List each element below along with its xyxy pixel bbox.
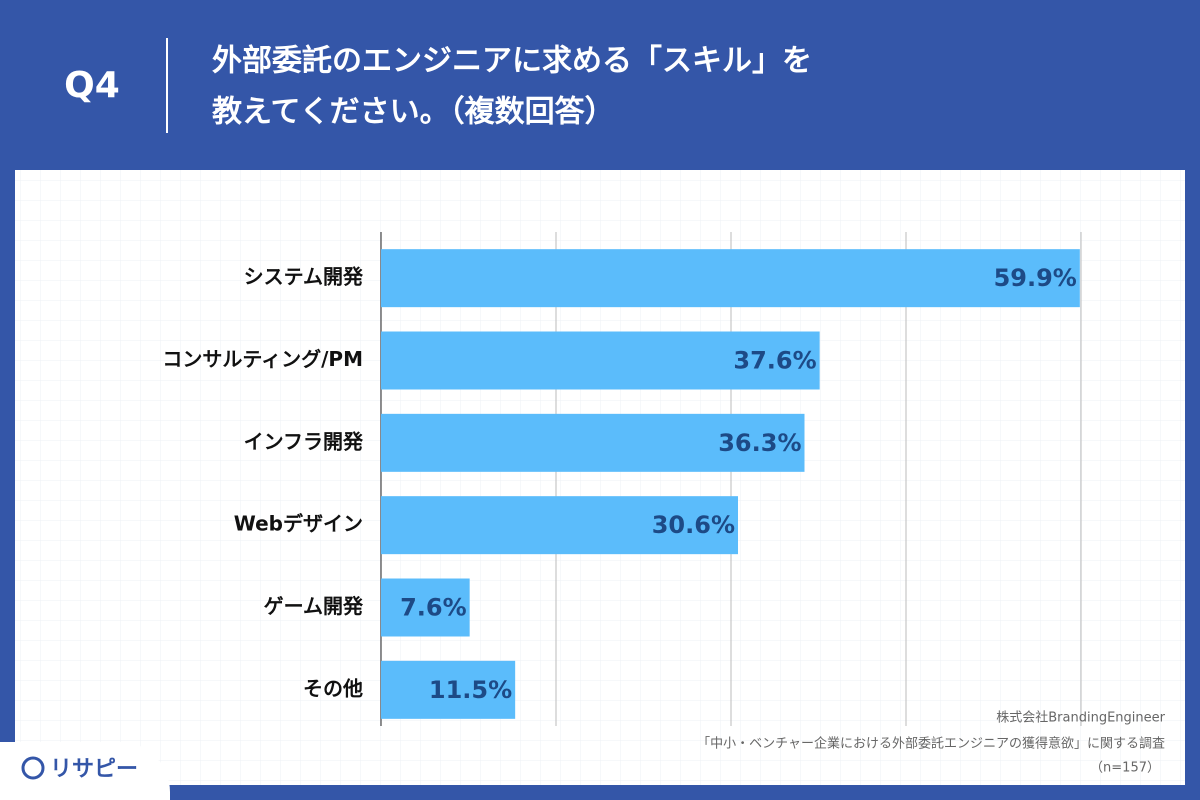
value-label: 11.5% <box>429 676 512 704</box>
value-label: 37.6% <box>733 347 816 375</box>
bar <box>381 578 470 637</box>
value-label: 30.6% <box>652 511 735 539</box>
value-label: 36.3% <box>718 429 801 457</box>
logo-bg <box>0 742 170 800</box>
category-label: その他 <box>303 676 363 700</box>
value-label: 7.6% <box>400 594 467 622</box>
bar <box>381 331 820 390</box>
logo-icon <box>21 756 45 780</box>
category-label: コンサルティング/PM <box>162 347 363 371</box>
question-number: Q4 <box>64 65 120 106</box>
title-line: 教えてください。（複数回答） <box>212 95 615 130</box>
source: 株式会社BrandingEngineer <box>996 710 1165 726</box>
bar <box>381 413 805 472</box>
category-label: Webデザイン <box>234 512 363 536</box>
category-label: インフラ開発 <box>244 429 364 453</box>
category-label: ゲーム開発 <box>264 594 364 618</box>
source: 「中小・ベンチャー企業における外部委託エンジニアの獲得意欲」に関する調査 <box>697 736 1165 752</box>
plot: 59.9% システム開発 37.6% コンサルティング/PM 36.3% インフラ開発 30… <box>162 232 1082 726</box>
bar <box>381 660 516 719</box>
title-line: 外部委託のエンジニアに求める「スキル」を <box>212 44 812 79</box>
category-label: システム開発 <box>244 265 364 289</box>
bar <box>381 249 1080 308</box>
source: （n=157） <box>1090 761 1160 776</box>
logo: リサピー <box>50 757 138 782</box>
value-label: 59.9% <box>994 264 1077 292</box>
bar <box>381 496 738 555</box>
